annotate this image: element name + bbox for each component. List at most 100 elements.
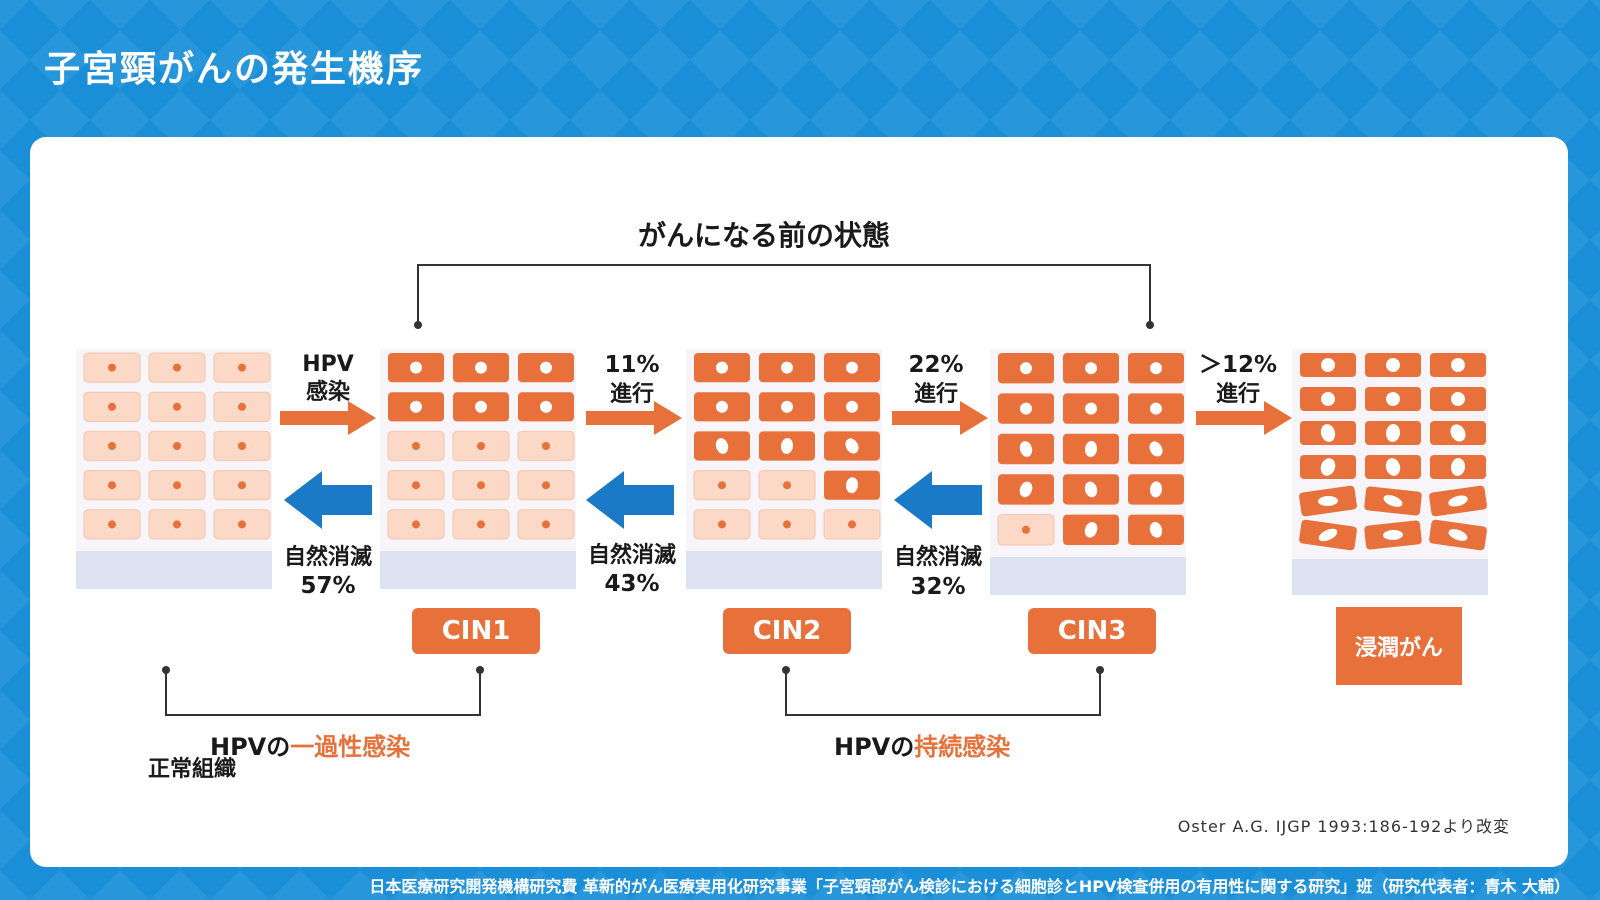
regression-arrow-cin1: [284, 471, 372, 529]
basement-membrane: [380, 551, 576, 589]
regression-rate-cin3: 32%: [910, 574, 965, 600]
tissue-cin3: [990, 349, 1186, 595]
cell-nucleus: [1149, 441, 1163, 457]
cell-nucleus: [540, 400, 552, 413]
cell-nucleus: [108, 363, 116, 372]
persistent-infection-label: HPVの持続感染: [834, 727, 1010, 762]
cell-nucleus: [477, 481, 485, 490]
cell-nucleus: [1320, 424, 1336, 442]
cell-nucleus: [412, 481, 420, 490]
cell-nucleus: [542, 481, 550, 490]
cell-nucleus: [173, 520, 181, 529]
progression-rate-cin1-cin2: 11%: [604, 352, 659, 378]
cell-nucleus: [716, 361, 728, 374]
regression-arrow-cin2: [586, 471, 674, 529]
basement-membrane: [686, 551, 882, 589]
persistent-bracket-end-right: [1096, 666, 1104, 674]
cell-nucleus: [1448, 495, 1468, 507]
cell-nucleus: [1386, 392, 1400, 406]
progression-arrow-cin2-cin3: [892, 401, 988, 435]
stage-label-normal: 正常組織: [148, 757, 237, 782]
cell-nucleus: [848, 520, 856, 529]
cell-nucleus: [1149, 521, 1163, 538]
progression-rate-cin2-cin3: 22%: [908, 352, 963, 378]
progression-word-cin1-cin2: 進行: [610, 381, 654, 407]
cell-nucleus: [475, 361, 487, 374]
cell-nucleus: [1450, 424, 1466, 442]
cell-nucleus: [845, 477, 859, 494]
cell-nucleus: [540, 361, 552, 374]
cell-nucleus: [1085, 362, 1097, 375]
cell-nucleus: [410, 400, 422, 413]
transient-bracket-end-right: [476, 666, 484, 674]
precancer-bracket-end-left: [414, 321, 422, 329]
slide-title: 子宮頸がんの発生機序: [44, 49, 425, 90]
cell-nucleus: [783, 520, 791, 529]
cell-nucleus: [542, 442, 550, 450]
persistent-infection-highlight: 持続感染: [914, 733, 1011, 761]
cell-nucleus: [477, 520, 485, 529]
cell-nucleus: [238, 442, 246, 450]
tissue-cin1: [380, 349, 576, 589]
regression-label-cin1: 自然消滅: [284, 544, 372, 570]
cell-nucleus: [1084, 522, 1098, 538]
cell-nucleus: [1149, 481, 1163, 498]
progression-word-cin3-invasive: 進行: [1216, 381, 1260, 407]
precancer-label: がんになる前の状態: [638, 219, 890, 252]
cell-nucleus: [173, 442, 181, 450]
cell-nucleus: [1450, 458, 1466, 476]
cell-nucleus: [783, 481, 791, 490]
cell-nucleus: [1320, 458, 1336, 476]
tissue-background: [76, 349, 272, 589]
cell-nucleus: [781, 361, 793, 374]
stage-badge-cin3: CIN3: [1028, 608, 1156, 654]
progression-arrow-cin1-cin2: [586, 401, 682, 435]
cell-nucleus: [1386, 358, 1400, 372]
tissue-background: [990, 349, 1186, 595]
transient-bracket: [165, 673, 481, 716]
regression-arrow-cin3: [894, 471, 982, 529]
cell-nucleus: [475, 400, 487, 413]
tissue-invasive: [1292, 349, 1488, 595]
stage-badge-cin2: CIN2: [723, 608, 851, 654]
cell-nucleus: [238, 402, 246, 411]
cell-nucleus: [718, 520, 726, 529]
cell-nucleus: [108, 481, 116, 490]
cell-nucleus: [477, 442, 485, 450]
cell-nucleus: [1448, 529, 1468, 541]
progression-rate-cin3-invasive: ＞12%: [1199, 352, 1277, 378]
progression-label-hpv-line1: HPV: [302, 352, 354, 377]
citation: Oster A.G. IJGP 1993:186-192より改変: [1177, 817, 1510, 836]
cell-nucleus: [410, 361, 422, 374]
stage-badge-cin1: CIN1: [412, 608, 540, 654]
cell-nucleus: [173, 402, 181, 411]
cell-nucleus: [846, 400, 858, 413]
tissue-background: [380, 349, 576, 589]
cell-nucleus: [108, 520, 116, 529]
cell-nucleus: [1022, 525, 1030, 534]
cell-nucleus: [1321, 358, 1335, 372]
persistent-bracket-end-left: [782, 666, 790, 674]
cell-nucleus: [1150, 362, 1162, 375]
cell-nucleus: [1019, 441, 1033, 457]
cell-nucleus: [845, 438, 859, 454]
transient-infection-highlight: 一過性感染: [290, 733, 411, 761]
cell-nucleus: [173, 363, 181, 372]
cell-nucleus: [108, 442, 116, 450]
tissue-cin2: [686, 349, 882, 589]
cell-nucleus: [715, 438, 729, 454]
stage-badge-invasive: 浸潤がん: [1336, 607, 1462, 685]
transient-bracket-end-left: [162, 666, 170, 674]
footer-credit: 日本医療研究開発機構研究費 革新的がん医療実用化研究事業「子宮頸部がん検診におけ…: [369, 877, 1570, 896]
basement-membrane: [76, 551, 272, 589]
precancer-bracket: [417, 264, 1151, 322]
tissue-normal: [76, 349, 272, 589]
cell-nucleus: [1385, 424, 1401, 442]
regression-label-cin3: 自然消滅: [894, 544, 982, 570]
cell-nucleus: [1020, 402, 1032, 415]
precancer-bracket-end-right: [1146, 321, 1154, 329]
cell-nucleus: [1451, 358, 1465, 372]
cell-nucleus: [1020, 362, 1032, 375]
regression-label-cin2: 自然消滅: [588, 542, 676, 568]
cell-nucleus: [1383, 495, 1403, 507]
